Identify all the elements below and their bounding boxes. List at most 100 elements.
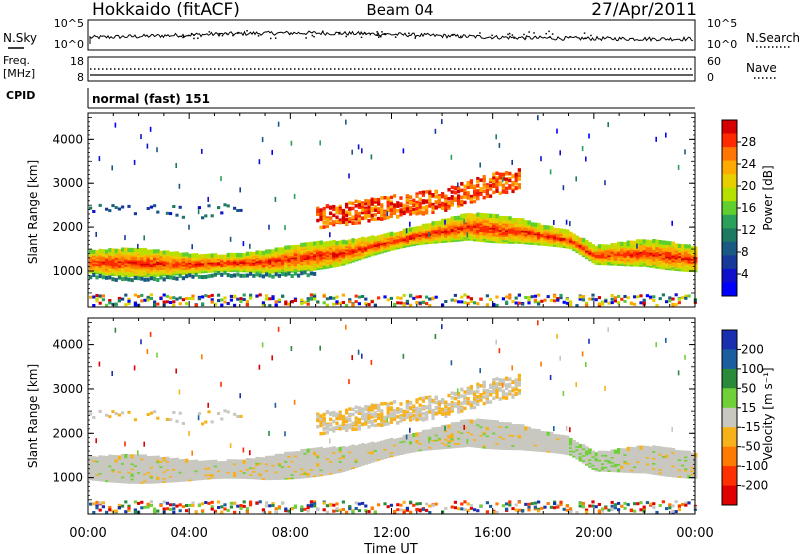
power-cell	[271, 295, 275, 299]
power-cell	[348, 300, 352, 304]
power-cell	[287, 245, 291, 250]
power-cell	[521, 302, 525, 306]
power-cell	[495, 171, 499, 175]
velocity-cell	[242, 447, 245, 453]
power-cell	[645, 294, 649, 298]
velocity-cell	[169, 458, 173, 463]
power-cell	[201, 216, 205, 220]
nsearch-point	[524, 37, 527, 40]
power-cell	[370, 206, 374, 211]
power-cell	[575, 235, 579, 240]
velocity-cell	[127, 504, 131, 508]
velocity-cell	[316, 507, 320, 511]
power-cell	[556, 298, 560, 302]
power-cell	[581, 237, 586, 243]
power-cell	[431, 210, 435, 214]
power-cell	[482, 175, 486, 179]
power-cell	[165, 250, 170, 255]
power-cell	[405, 194, 409, 198]
power-cell	[444, 208, 448, 212]
nsky-label: N.Sky	[3, 31, 37, 45]
power-cell	[172, 303, 176, 307]
power-cell	[194, 253, 199, 258]
velocity-cell	[137, 454, 141, 459]
power-cell	[217, 293, 221, 297]
power-cell	[569, 221, 571, 227]
power-cell	[268, 297, 272, 301]
power-cell	[604, 244, 608, 249]
power-cell	[399, 213, 403, 217]
velocity-cell	[146, 502, 150, 506]
power-cell	[274, 247, 279, 252]
velocity-cell	[185, 458, 189, 463]
power-cell	[303, 270, 307, 275]
power-cell	[575, 176, 577, 182]
power-cell	[159, 275, 163, 280]
power-cell	[412, 207, 416, 212]
power-cell	[313, 293, 317, 297]
power-cell	[220, 211, 224, 215]
power-cell	[444, 194, 448, 199]
power-cell	[178, 205, 182, 209]
power-cell	[431, 221, 435, 226]
velocity-cell	[322, 508, 326, 512]
velocity-cell	[322, 431, 326, 435]
velocity-cell	[178, 503, 182, 507]
power-cell	[361, 202, 365, 207]
power-cell	[249, 296, 253, 300]
velocity-cell	[319, 423, 323, 428]
velocity-cell	[220, 417, 224, 421]
velocity-cell	[226, 459, 231, 464]
power-cell	[469, 297, 473, 301]
power-cell	[495, 178, 499, 182]
power-cell	[95, 297, 99, 301]
power-cell	[402, 228, 407, 233]
power-cell	[450, 154, 453, 160]
velocity-cell	[287, 509, 291, 513]
power-cell	[153, 303, 157, 307]
power-cell	[191, 244, 193, 250]
velocity-cell	[89, 502, 93, 506]
power-cell	[201, 302, 205, 306]
velocity-cell	[108, 505, 112, 509]
velocity-cell	[290, 507, 294, 511]
power-cell	[156, 147, 158, 153]
power-cell	[293, 244, 298, 250]
nsearch-point	[190, 32, 193, 35]
power-cell	[389, 210, 393, 214]
power-cell	[473, 213, 477, 218]
power-cell	[185, 302, 189, 306]
velocity-cell	[153, 410, 157, 414]
power-cell	[290, 140, 293, 146]
power-cell	[405, 207, 409, 211]
power-cell	[245, 300, 249, 304]
nsearch-point	[545, 32, 547, 35]
power-cell	[409, 227, 413, 232]
power-cell	[329, 240, 333, 245]
power-cell	[217, 271, 221, 275]
power-cell	[469, 299, 473, 303]
beam-label: Beam 04	[366, 1, 433, 19]
power-cell	[517, 218, 522, 223]
power-cell	[463, 193, 467, 197]
power-cell	[508, 176, 512, 181]
power-cell	[172, 296, 176, 300]
power-cell	[421, 206, 425, 210]
velocity-cell	[313, 502, 317, 506]
velocity-cell	[223, 503, 227, 507]
velocity-cell	[169, 418, 173, 422]
power-cell	[601, 302, 605, 306]
power-cell	[597, 304, 601, 308]
power-cell	[213, 272, 217, 277]
velocity-cell	[300, 509, 304, 512]
velocity-cell	[252, 458, 256, 463]
power-cell	[325, 217, 329, 222]
power-cell	[479, 212, 483, 217]
power-cell	[463, 301, 467, 305]
power-cell	[341, 216, 345, 220]
velocity-cell	[277, 453, 282, 458]
power-cell	[585, 303, 589, 307]
power-cell	[421, 190, 425, 195]
velocity-cell	[165, 501, 169, 505]
power-cell	[354, 199, 358, 204]
